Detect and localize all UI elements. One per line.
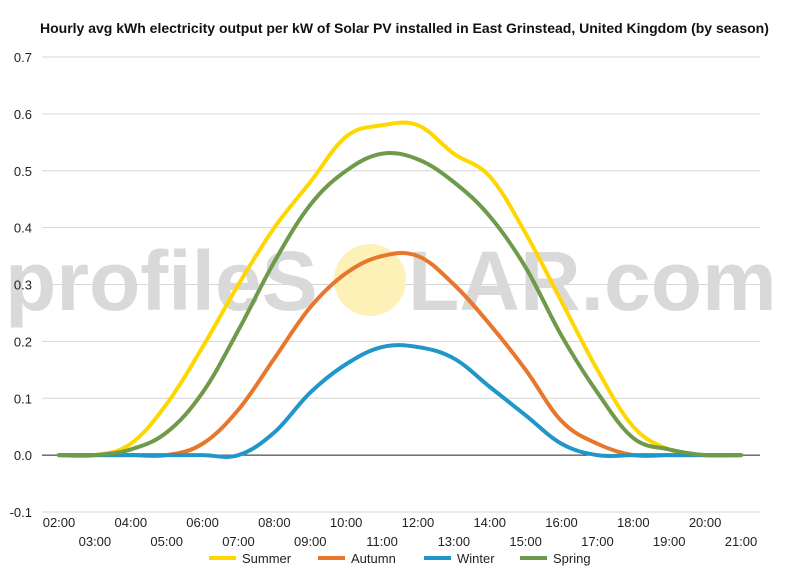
x-tick-label: 20:00 <box>689 515 722 530</box>
y-tick-label: 0.7 <box>14 50 32 65</box>
x-tick-label: 05:00 <box>150 534 183 549</box>
y-tick-label: 0.6 <box>14 107 32 122</box>
watermark-left-text: profileS <box>5 234 318 328</box>
y-tick-label: 0.4 <box>14 221 32 236</box>
series-line-winter <box>57 343 743 459</box>
watermark-right-text: LAR.com <box>408 234 777 328</box>
series-line-spring <box>57 150 743 458</box>
x-tick-label: 12:00 <box>402 515 435 530</box>
x-tick-label: 04:00 <box>115 515 148 530</box>
x-tick-label: 18:00 <box>617 515 650 530</box>
legend-label-spring: Spring <box>553 551 591 566</box>
y-axis-ticks: 0.7 0.6 0.5 0.4 0.3 0.2 0.1 0.0 -0.1 <box>10 50 32 520</box>
x-tick-label: 08:00 <box>258 515 291 530</box>
x-tick-label: 09:00 <box>294 534 327 549</box>
x-tick-label: 10:00 <box>330 515 363 530</box>
chart-title: Hourly avg kWh electricity output per kW… <box>40 20 769 36</box>
y-tick-label: 0.3 <box>14 278 32 293</box>
watermark-sun-icon <box>334 244 406 316</box>
y-tick-label: 0.2 <box>14 334 32 349</box>
x-tick-label: 13:00 <box>438 534 471 549</box>
x-tick-label: 06:00 <box>186 515 219 530</box>
x-tick-label: 02:00 <box>43 515 76 530</box>
legend: Summer Autumn Winter Spring <box>209 551 591 566</box>
x-tick-label: 16:00 <box>545 515 578 530</box>
series-line-summer <box>57 120 743 459</box>
y-tick-label: -0.1 <box>10 505 32 520</box>
x-tick-label: 17:00 <box>581 534 614 549</box>
watermark: profileS LAR.com <box>5 234 777 328</box>
x-tick-label: 15:00 <box>509 534 542 549</box>
legend-label-autumn: Autumn <box>351 551 396 566</box>
y-tick-label: 0.5 <box>14 164 32 179</box>
legend-label-summer: Summer <box>242 551 292 566</box>
x-tick-label: 21:00 <box>725 534 758 549</box>
x-tick-label: 14:00 <box>473 515 506 530</box>
y-tick-label: 0.0 <box>14 448 32 463</box>
x-axis-ticks: 02:0003:0004:0005:0006:0007:0008:0009:00… <box>43 515 758 549</box>
x-tick-label: 03:00 <box>79 534 112 549</box>
x-tick-label: 11:00 <box>366 534 398 549</box>
x-tick-label: 19:00 <box>653 534 686 549</box>
series-lines <box>57 120 743 459</box>
x-tick-label: 07:00 <box>222 534 255 549</box>
y-tick-label: 0.1 <box>14 391 32 406</box>
legend-label-winter: Winter <box>457 551 495 566</box>
